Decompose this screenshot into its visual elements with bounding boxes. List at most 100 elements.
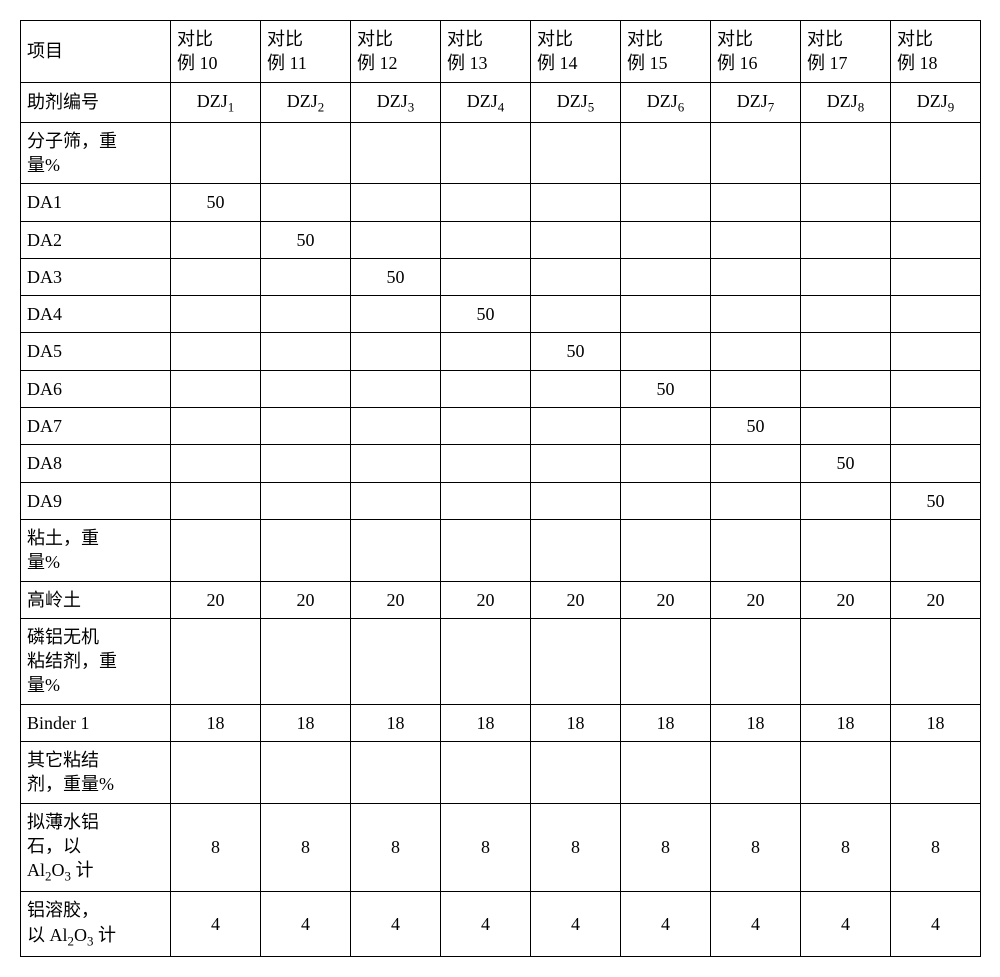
cell: 18 [531,704,621,741]
row-label: 拟薄水铝石，以Al2O3 计 [21,803,171,892]
cell [711,333,801,370]
cell [441,519,531,581]
cell [711,184,801,221]
cell [711,258,801,295]
header-col: 对比例 11 [261,21,351,83]
table-row: DA150 [21,184,981,221]
cell [351,333,441,370]
cell [621,618,711,704]
table-row: DA750 [21,408,981,445]
row-label: 粘土，重量% [21,519,171,581]
cell [711,742,801,804]
cell [711,519,801,581]
cell [171,333,261,370]
cell [621,258,711,295]
cell: DZJ5 [531,82,621,122]
cell: DZJ3 [351,82,441,122]
cell: 8 [711,803,801,892]
cell [711,445,801,482]
cell [531,370,621,407]
cell [621,122,711,184]
header-col: 对比例 17 [801,21,891,83]
row-label: 助剂编号 [21,82,171,122]
cell [891,408,981,445]
row-label: DA5 [21,333,171,370]
cell [441,742,531,804]
cell [891,333,981,370]
table-row: DA950 [21,482,981,519]
cell: 50 [801,445,891,482]
cell [621,482,711,519]
cell: 50 [441,296,531,333]
table-row: 拟薄水铝石，以Al2O3 计888888888 [21,803,981,892]
cell [351,482,441,519]
cell [171,482,261,519]
cell [801,184,891,221]
cell: 20 [801,581,891,618]
cell [171,445,261,482]
cell [351,122,441,184]
cell [801,333,891,370]
cell: 20 [351,581,441,618]
row-label: DA8 [21,445,171,482]
table-body: 项目对比例 10对比例 11对比例 12对比例 13对比例 14对比例 15对比… [21,21,981,957]
cell: 8 [441,803,531,892]
cell [801,221,891,258]
cell [531,258,621,295]
cell: 18 [801,704,891,741]
table-row: DA450 [21,296,981,333]
cell [441,184,531,221]
cell [261,122,351,184]
cell [171,618,261,704]
cell: 8 [531,803,621,892]
header-col: 对比例 13 [441,21,531,83]
cell [891,122,981,184]
cell [801,408,891,445]
cell: 50 [891,482,981,519]
cell: 18 [441,704,531,741]
cell: 8 [261,803,351,892]
cell: DZJ9 [891,82,981,122]
cell [891,742,981,804]
cell [351,296,441,333]
cell: 18 [711,704,801,741]
cell [621,221,711,258]
cell [711,296,801,333]
cell: 18 [261,704,351,741]
cell [891,519,981,581]
cell [441,445,531,482]
row-label: Binder 1 [21,704,171,741]
table-header-row: 项目对比例 10对比例 11对比例 12对比例 13对比例 14对比例 15对比… [21,21,981,83]
cell: 4 [171,892,261,956]
cell: 50 [351,258,441,295]
cell [891,370,981,407]
cell: 50 [531,333,621,370]
cell: 20 [621,581,711,618]
cell [351,221,441,258]
cell [891,296,981,333]
cell [891,184,981,221]
cell [891,258,981,295]
row-label: 铝溶胶，以 Al2O3 计 [21,892,171,956]
cell: 50 [621,370,711,407]
cell [891,221,981,258]
table-row: DA250 [21,221,981,258]
cell: 20 [441,581,531,618]
cell: 20 [171,581,261,618]
cell [531,482,621,519]
cell: 20 [711,581,801,618]
table-row: DA650 [21,370,981,407]
cell [171,519,261,581]
cell [351,519,441,581]
cell: 20 [531,581,621,618]
cell [801,296,891,333]
table-row: 分子筛，重量% [21,122,981,184]
cell [261,519,351,581]
row-label: DA7 [21,408,171,445]
header-col: 对比例 10 [171,21,261,83]
cell [621,333,711,370]
table-row: 其它粘结剂，重量% [21,742,981,804]
cell: 18 [351,704,441,741]
cell [261,296,351,333]
cell: 4 [261,892,351,956]
